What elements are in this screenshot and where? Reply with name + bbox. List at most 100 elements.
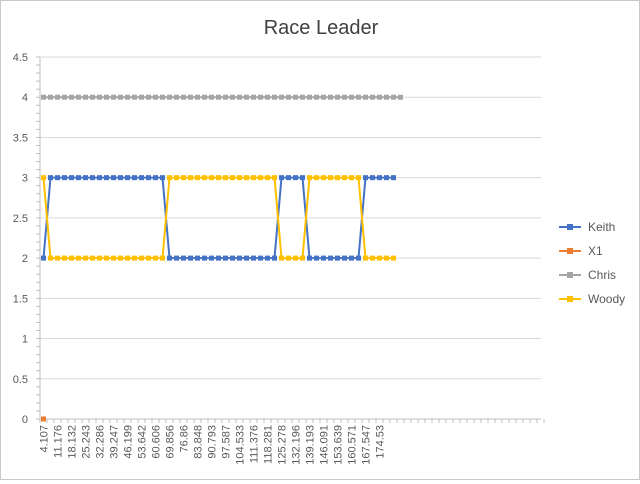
- legend-label: Keith: [588, 220, 615, 234]
- data-point-chris: [146, 94, 151, 100]
- data-point-chris: [41, 94, 46, 100]
- legend-item-x1: X1: [559, 244, 603, 258]
- data-point-woody: [132, 255, 137, 261]
- data-point-woody: [244, 175, 249, 181]
- data-point-woody: [307, 175, 312, 181]
- data-point-chris: [237, 94, 242, 100]
- x-tick-label: 118.281: [263, 425, 275, 464]
- legend-item-keith: Keith: [559, 220, 615, 234]
- data-point-woody: [48, 255, 53, 261]
- x-tick-label: 111.376: [249, 425, 261, 463]
- data-point-woody: [41, 175, 46, 181]
- data-point-keith: [174, 255, 179, 261]
- legend-label: Woody: [588, 292, 625, 306]
- x-tick-label: 132.196: [291, 425, 303, 465]
- y-tick-label: 2: [22, 253, 28, 265]
- data-point-chris: [342, 94, 347, 100]
- data-point-woody: [377, 255, 382, 261]
- y-tick-label: 2.5: [13, 213, 28, 225]
- data-point-chris: [202, 94, 207, 100]
- x-axis: 4.107 11.176 18.132 25.243 32.286 39.247 46.19…: [39, 418, 545, 465]
- series-keith: [41, 175, 396, 261]
- data-point-chris: [251, 94, 256, 100]
- data-point-woody: [62, 255, 67, 261]
- chart-title: Race Leader: [264, 17, 379, 39]
- plot-area: [41, 94, 403, 422]
- data-point-woody: [146, 255, 151, 261]
- data-point-chris: [132, 94, 137, 100]
- y-tick-label: 0: [22, 414, 28, 426]
- data-point-keith: [307, 255, 312, 261]
- data-point-keith: [265, 255, 270, 261]
- legend-marker: [567, 296, 573, 302]
- data-point-chris: [104, 94, 109, 100]
- gridlines: [40, 56, 541, 380]
- data-point-keith: [62, 175, 67, 181]
- x-tick-label: 90.793: [207, 425, 219, 459]
- data-point-keith: [188, 255, 193, 261]
- data-point-keith: [314, 255, 319, 261]
- data-point-woody: [223, 175, 228, 181]
- data-point-woody: [167, 175, 172, 181]
- data-point-woody: [230, 175, 235, 181]
- legend-marker: [567, 248, 573, 254]
- x-tick-label: 160.571: [347, 425, 359, 465]
- data-point-keith: [69, 175, 74, 181]
- data-point-keith: [181, 255, 186, 261]
- data-point-woody: [83, 255, 88, 261]
- x-tick-label: 146.091: [319, 425, 331, 465]
- series-woody: [41, 175, 396, 261]
- y-tick-label: 3.5: [13, 132, 28, 144]
- data-point-chris: [48, 94, 53, 100]
- data-point-woody: [195, 175, 200, 181]
- x-tick-label: 32.286: [95, 425, 107, 459]
- data-point-chris: [167, 94, 172, 100]
- data-point-chris: [279, 94, 284, 100]
- data-point-chris: [265, 94, 270, 100]
- data-point-woody: [55, 255, 60, 261]
- data-point-woody: [160, 255, 165, 261]
- data-point-chris: [314, 94, 319, 100]
- data-point-woody: [279, 255, 284, 261]
- data-point-keith: [286, 175, 291, 181]
- data-point-woody: [384, 255, 389, 261]
- data-point-keith: [356, 255, 361, 261]
- data-point-keith: [237, 255, 242, 261]
- data-point-chris: [195, 94, 200, 100]
- data-point-chris: [363, 94, 368, 100]
- y-axis: 0 0.5 1 1.5 2 2.5 3 3.5 4 4.5: [13, 52, 41, 426]
- data-point-keith: [216, 255, 221, 261]
- data-point-chris: [216, 94, 221, 100]
- data-point-keith: [90, 175, 95, 181]
- data-point-chris: [62, 94, 67, 100]
- data-point-woody: [258, 175, 263, 181]
- legend-marker: [567, 224, 573, 230]
- data-point-woody: [209, 175, 214, 181]
- data-point-chris: [160, 94, 165, 100]
- data-point-chris: [349, 94, 354, 100]
- data-point-woody: [188, 175, 193, 181]
- data-point-woody: [90, 255, 95, 261]
- data-point-chris: [356, 94, 361, 100]
- data-point-keith: [230, 255, 235, 261]
- data-point-woody: [321, 175, 326, 181]
- data-point-keith: [167, 255, 172, 261]
- data-point-keith: [139, 175, 144, 181]
- data-point-chris: [244, 94, 249, 100]
- data-point-keith: [363, 175, 368, 181]
- data-point-chris: [153, 94, 158, 100]
- data-point-keith: [321, 255, 326, 261]
- data-point-woody: [293, 255, 298, 261]
- data-point-woody: [237, 175, 242, 181]
- legend: Keith X1 Chris Woody: [559, 220, 625, 306]
- data-point-chris: [139, 94, 144, 100]
- data-point-chris: [97, 94, 102, 100]
- data-point-woody: [69, 255, 74, 261]
- legend-label: X1: [588, 244, 603, 258]
- x-tick-label: 25.243: [81, 425, 93, 459]
- x-tick-label: 125.278: [277, 425, 289, 465]
- x-tick-label: 11.176: [53, 425, 65, 458]
- data-point-chris: [258, 94, 263, 100]
- data-point-woody: [202, 175, 207, 181]
